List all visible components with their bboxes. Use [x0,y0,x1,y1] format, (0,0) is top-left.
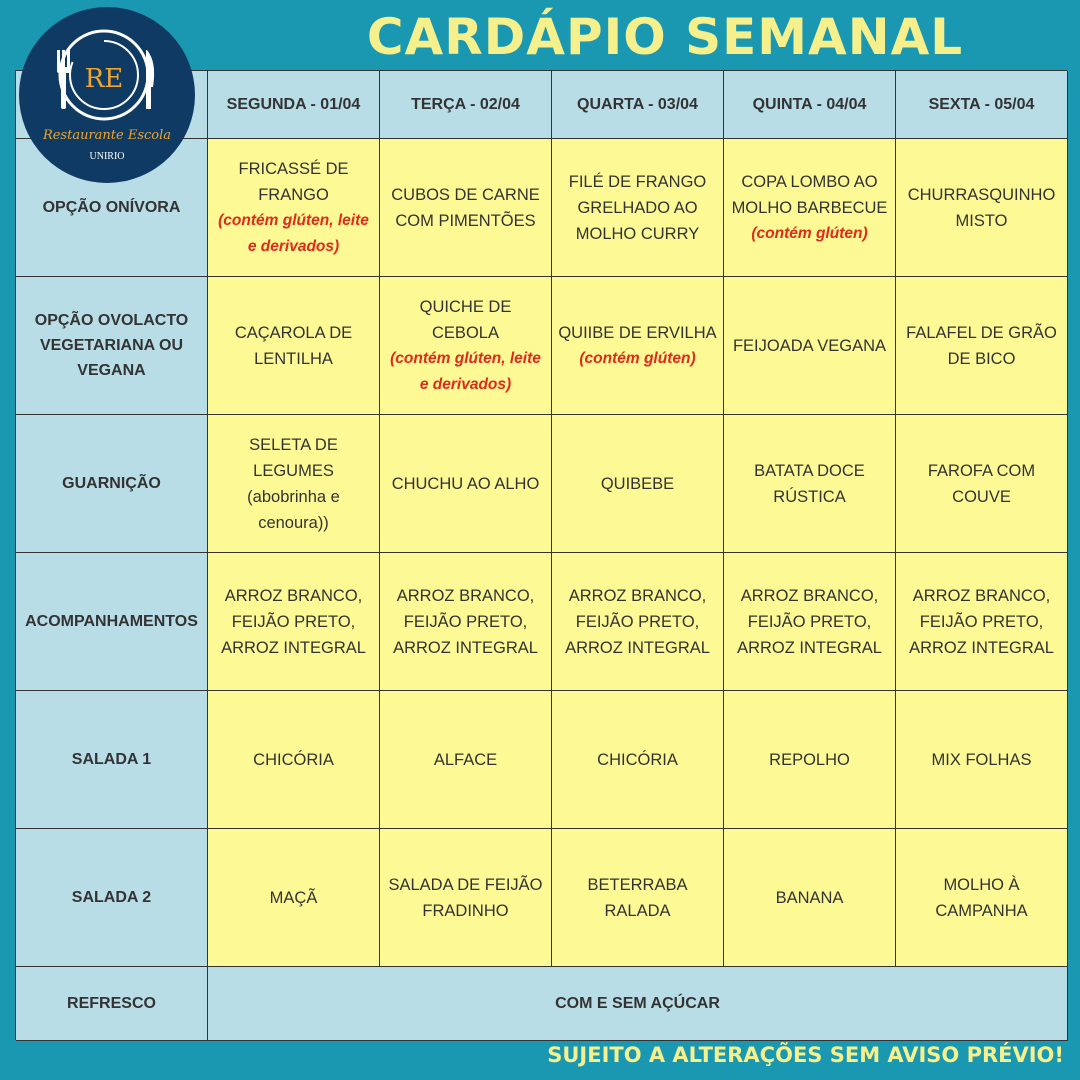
cell-text: GUARNIÇÃO [62,475,161,492]
cell-text: FILÉ DE FRANGO GRELHADO AO MOLHO CURRY [568,172,707,243]
menu-cell: ALFACE [380,691,552,829]
restaurant-logo: RE Restaurante Escola UNIRIO [19,7,195,183]
cell-text: QUIBEBE [600,474,675,493]
cell-text: ACOMPANHAMENTOS [25,613,198,630]
cell-text: BATATA DOCE RÚSTICA [754,461,865,506]
menu-cell: FALAFEL DE GRÃO DE BICO [896,277,1068,415]
allergen-note: (contém glúten) [579,349,696,367]
cell-text: OPÇÃO ONÍVORA [42,199,181,216]
menu-cell: CHICÓRIA [552,691,724,829]
cell-text: ARROZ BRANCO, FEIJÃO PRETO, ARROZ INTEGR… [393,586,538,657]
allergen-note: (contém glúten) [751,224,868,242]
allergen-note: (contém glúten, leite e derivados) [218,211,369,255]
svg-text:Restaurante Escola: Restaurante Escola [42,128,171,143]
menu-cell: ARROZ BRANCO, FEIJÃO PRETO, ARROZ INTEGR… [208,553,380,691]
cell-text: ARROZ BRANCO, FEIJÃO PRETO, ARROZ INTEGR… [565,586,710,657]
menu-cell: FAROFA COM COUVE [896,415,1068,553]
row-label: SALADA 2 [16,829,208,967]
svg-text:UNIRIO: UNIRIO [90,151,125,162]
day-header: SEGUNDA - 01/04 [208,71,380,139]
menu-cell: SELETA DE LEGUMES (abobrinha e cenoura)) [208,415,380,553]
cell-text: QUINTA - 04/04 [752,96,867,113]
cell-text: COM E SEM AÇÚCAR [555,995,720,1012]
menu-cell: MIX FOLHAS [896,691,1068,829]
day-header: QUARTA - 03/04 [552,71,724,139]
day-header: SEXTA - 05/04 [896,71,1068,139]
cell-text: CUBOS DE CARNE COM PIMENTÕES [391,185,540,230]
menu-cell: BETERRABA RALADA [552,829,724,967]
cell-text: REFRESCO [67,995,156,1012]
cell-text: SEGUNDA - 01/04 [226,96,361,113]
menu-cell: QUIIBE DE ERVILHA (contém glúten) [552,277,724,415]
row-label: SALADA 1 [16,691,208,829]
row-label: OPÇÃO OVOLACTO VEGETARIANA OU VEGANA [16,277,208,415]
svg-text:RE: RE [85,64,124,94]
page-title: CARDÁPIO SEMANAL [366,8,964,66]
cell-text: MAÇÃ [269,888,318,907]
menu-cell: CAÇAROLA DE LENTILHA [208,277,380,415]
allergen-note: (contém glúten, leite e derivados) [390,349,541,393]
menu-cell: SALADA DE FEIJÃO FRADINHO [380,829,552,967]
row-label: ACOMPANHAMENTOS [16,553,208,691]
cell-text: ARROZ BRANCO, FEIJÃO PRETO, ARROZ INTEGR… [221,586,366,657]
row-label: REFRESCO [16,967,208,1041]
day-header: TERÇA - 02/04 [380,71,552,139]
cell-text: OPÇÃO OVOLACTO VEGETARIANA OU VEGANA [34,312,189,379]
cell-text: CHUCHU AO ALHO [391,474,540,493]
menu-cell: ARROZ BRANCO, FEIJÃO PRETO, ARROZ INTEGR… [552,553,724,691]
cell-text: BETERRABA RALADA [587,875,688,920]
menu-cell: CUBOS DE CARNE COM PIMENTÕES [380,139,552,277]
cell-text: FAROFA COM COUVE [927,461,1036,506]
row-label: GUARNIÇÃO [16,415,208,553]
menu-cell: BANANA [724,829,896,967]
disclaimer: SUJEITO A ALTERAÇÕES SEM AVISO PRÉVIO! [547,1043,1064,1067]
menu-cell: ARROZ BRANCO, FEIJÃO PRETO, ARROZ INTEGR… [896,553,1068,691]
menu-cell: MOLHO À CAMPANHA [896,829,1068,967]
day-header: QUINTA - 04/04 [724,71,896,139]
cell-text: QUIIBE DE ERVILHA [558,323,717,342]
menu-cell: CHUCHU AO ALHO [380,415,552,553]
cell-text: ARROZ BRANCO, FEIJÃO PRETO, ARROZ INTEGR… [909,586,1054,657]
menu-cell: CHICÓRIA [208,691,380,829]
cell-text: CAÇAROLA DE LENTILHA [234,323,353,368]
cell-text: REPOLHO [769,750,850,769]
menu-cell: ARROZ BRANCO, FEIJÃO PRETO, ARROZ INTEGR… [380,553,552,691]
cell-text: FEIJOADA VEGANA [732,336,887,355]
menu-cell: QUIBEBE [552,415,724,553]
cell-text: COPA LOMBO AO MOLHO BARBECUE [731,172,888,217]
cell-text: SALADA 2 [71,889,152,906]
menu-cell: BATATA DOCE RÚSTICA [724,415,896,553]
menu-cell: CHURRASQUINHO MISTO [896,139,1068,277]
cell-text: ALFACE [433,750,498,769]
cell-text: QUICHE DE CEBOLA [419,297,512,342]
cell-text: QUARTA - 03/04 [577,96,698,113]
cell-text: MOLHO À CAMPANHA [935,875,1028,920]
menu-cell: COPA LOMBO AO MOLHO BARBECUE (contém glút… [724,139,896,277]
menu-cell: FRICASSÉ DE FRANGO (contém glúten, leite … [208,139,380,277]
menu-cell: MAÇÃ [208,829,380,967]
menu-cell: FILÉ DE FRANGO GRELHADO AO MOLHO CURRY [552,139,724,277]
cell-text: BANANA [775,888,844,907]
cell-text: CHICÓRIA [597,750,678,769]
cell-text: CHURRASQUINHO MISTO [907,185,1056,230]
cell-text: CHICÓRIA [253,750,334,769]
cell-text: ARROZ BRANCO, FEIJÃO PRETO, ARROZ INTEGR… [737,586,882,657]
menu-cell: QUICHE DE CEBOLA (contém glúten, leite e … [380,277,552,415]
refresco-value: COM E SEM AÇÚCAR [208,967,1068,1041]
menu-cell: FEIJOADA VEGANA [724,277,896,415]
cell-text: SALADA 1 [71,751,152,768]
cell-text: TERÇA - 02/04 [411,96,520,113]
cell-text: SEXTA - 05/04 [928,96,1035,113]
cell-text: SELETA DE LEGUMES (abobrinha e cenoura)) [247,435,340,532]
menu-cell: REPOLHO [724,691,896,829]
cell-text: SALADA DE FEIJÃO FRADINHO [388,875,543,920]
cell-text: FRICASSÉ DE FRANGO [238,159,349,204]
cell-text: FALAFEL DE GRÃO DE BICO [906,323,1057,368]
menu-table: SEGUNDA - 01/04 TERÇA - 02/04 QUARTA - 03/… [15,70,1068,1041]
cell-text: MIX FOLHAS [931,750,1032,769]
menu-cell: ARROZ BRANCO, FEIJÃO PRETO, ARROZ INTEGR… [724,553,896,691]
